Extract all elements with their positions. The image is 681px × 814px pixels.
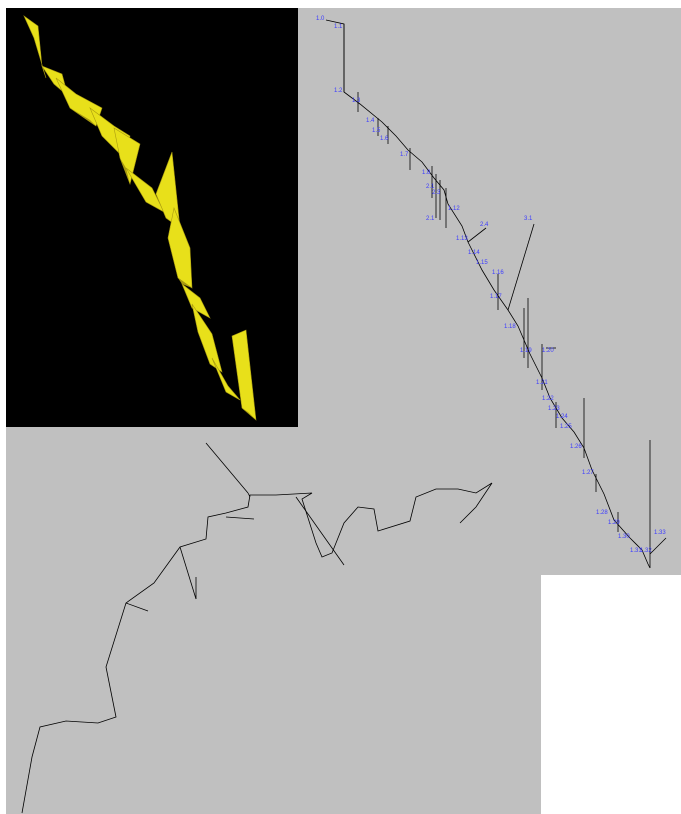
station-label: 2.3	[432, 190, 441, 196]
station-label: 1.27	[582, 470, 594, 476]
station-label: 2.4	[480, 222, 489, 228]
splay	[126, 603, 148, 611]
passage-segment	[232, 330, 256, 420]
station-label: 1.16	[492, 270, 504, 276]
station-label: 2.1	[426, 216, 435, 222]
station-label: 1.8	[422, 170, 431, 176]
station-label: 1.21	[536, 380, 548, 386]
station-label: 1.7	[400, 152, 409, 158]
station-label: 1.14	[468, 250, 480, 256]
station-label: 1.18	[504, 324, 516, 330]
station-label: 1.33	[654, 530, 666, 536]
station-label: 1.17	[490, 294, 502, 300]
station-label: 1.19	[520, 348, 532, 354]
station-label: 1.2	[334, 88, 343, 94]
station-label: 3.1	[524, 216, 533, 222]
station-label: 1.13	[456, 236, 468, 242]
station-label: 1.25	[560, 424, 572, 430]
station-label: 1.5	[372, 128, 381, 134]
splay	[296, 497, 344, 565]
splay	[650, 538, 666, 554]
station-label: 1.12	[448, 206, 460, 212]
station-label: 1.4	[366, 118, 375, 124]
station-label: 1.23	[548, 406, 560, 412]
station-label: 1.26	[570, 444, 582, 450]
passage-segment	[168, 208, 192, 288]
station-label: 1.20	[542, 348, 554, 354]
station-label: 1.0	[316, 16, 325, 22]
station-label: 1.29	[608, 520, 620, 526]
survey-elevation	[6, 427, 541, 814]
station-label: 1.15	[476, 260, 488, 266]
elevation-view[interactable]	[6, 427, 541, 814]
station-label: 1.28	[596, 510, 608, 516]
passage-segment	[24, 16, 46, 78]
station-label: 1.30	[618, 534, 630, 540]
station-label: 1.1	[334, 24, 343, 30]
cave-3d-model	[6, 8, 298, 427]
splay	[206, 443, 248, 493]
splay	[468, 228, 486, 242]
station-label: 1.32	[640, 548, 652, 554]
splay	[508, 224, 534, 310]
station-label: 1.22	[542, 396, 554, 402]
station-label: 1.3	[352, 98, 361, 104]
render-3d-view[interactable]	[6, 8, 298, 427]
elevation-traverse	[22, 483, 492, 813]
splay	[180, 547, 196, 599]
station-label: 1.6	[380, 136, 389, 142]
splay	[226, 517, 254, 519]
station-label: 1.24	[556, 414, 568, 420]
